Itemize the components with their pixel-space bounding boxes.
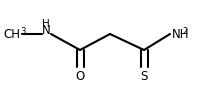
Text: NH: NH — [172, 27, 190, 40]
Text: H: H — [42, 19, 50, 29]
Text: 3: 3 — [21, 27, 26, 36]
Text: 2: 2 — [182, 27, 187, 36]
Text: S: S — [140, 70, 148, 83]
Text: O: O — [75, 70, 85, 83]
Text: N: N — [42, 24, 50, 37]
Text: CH: CH — [3, 27, 20, 40]
